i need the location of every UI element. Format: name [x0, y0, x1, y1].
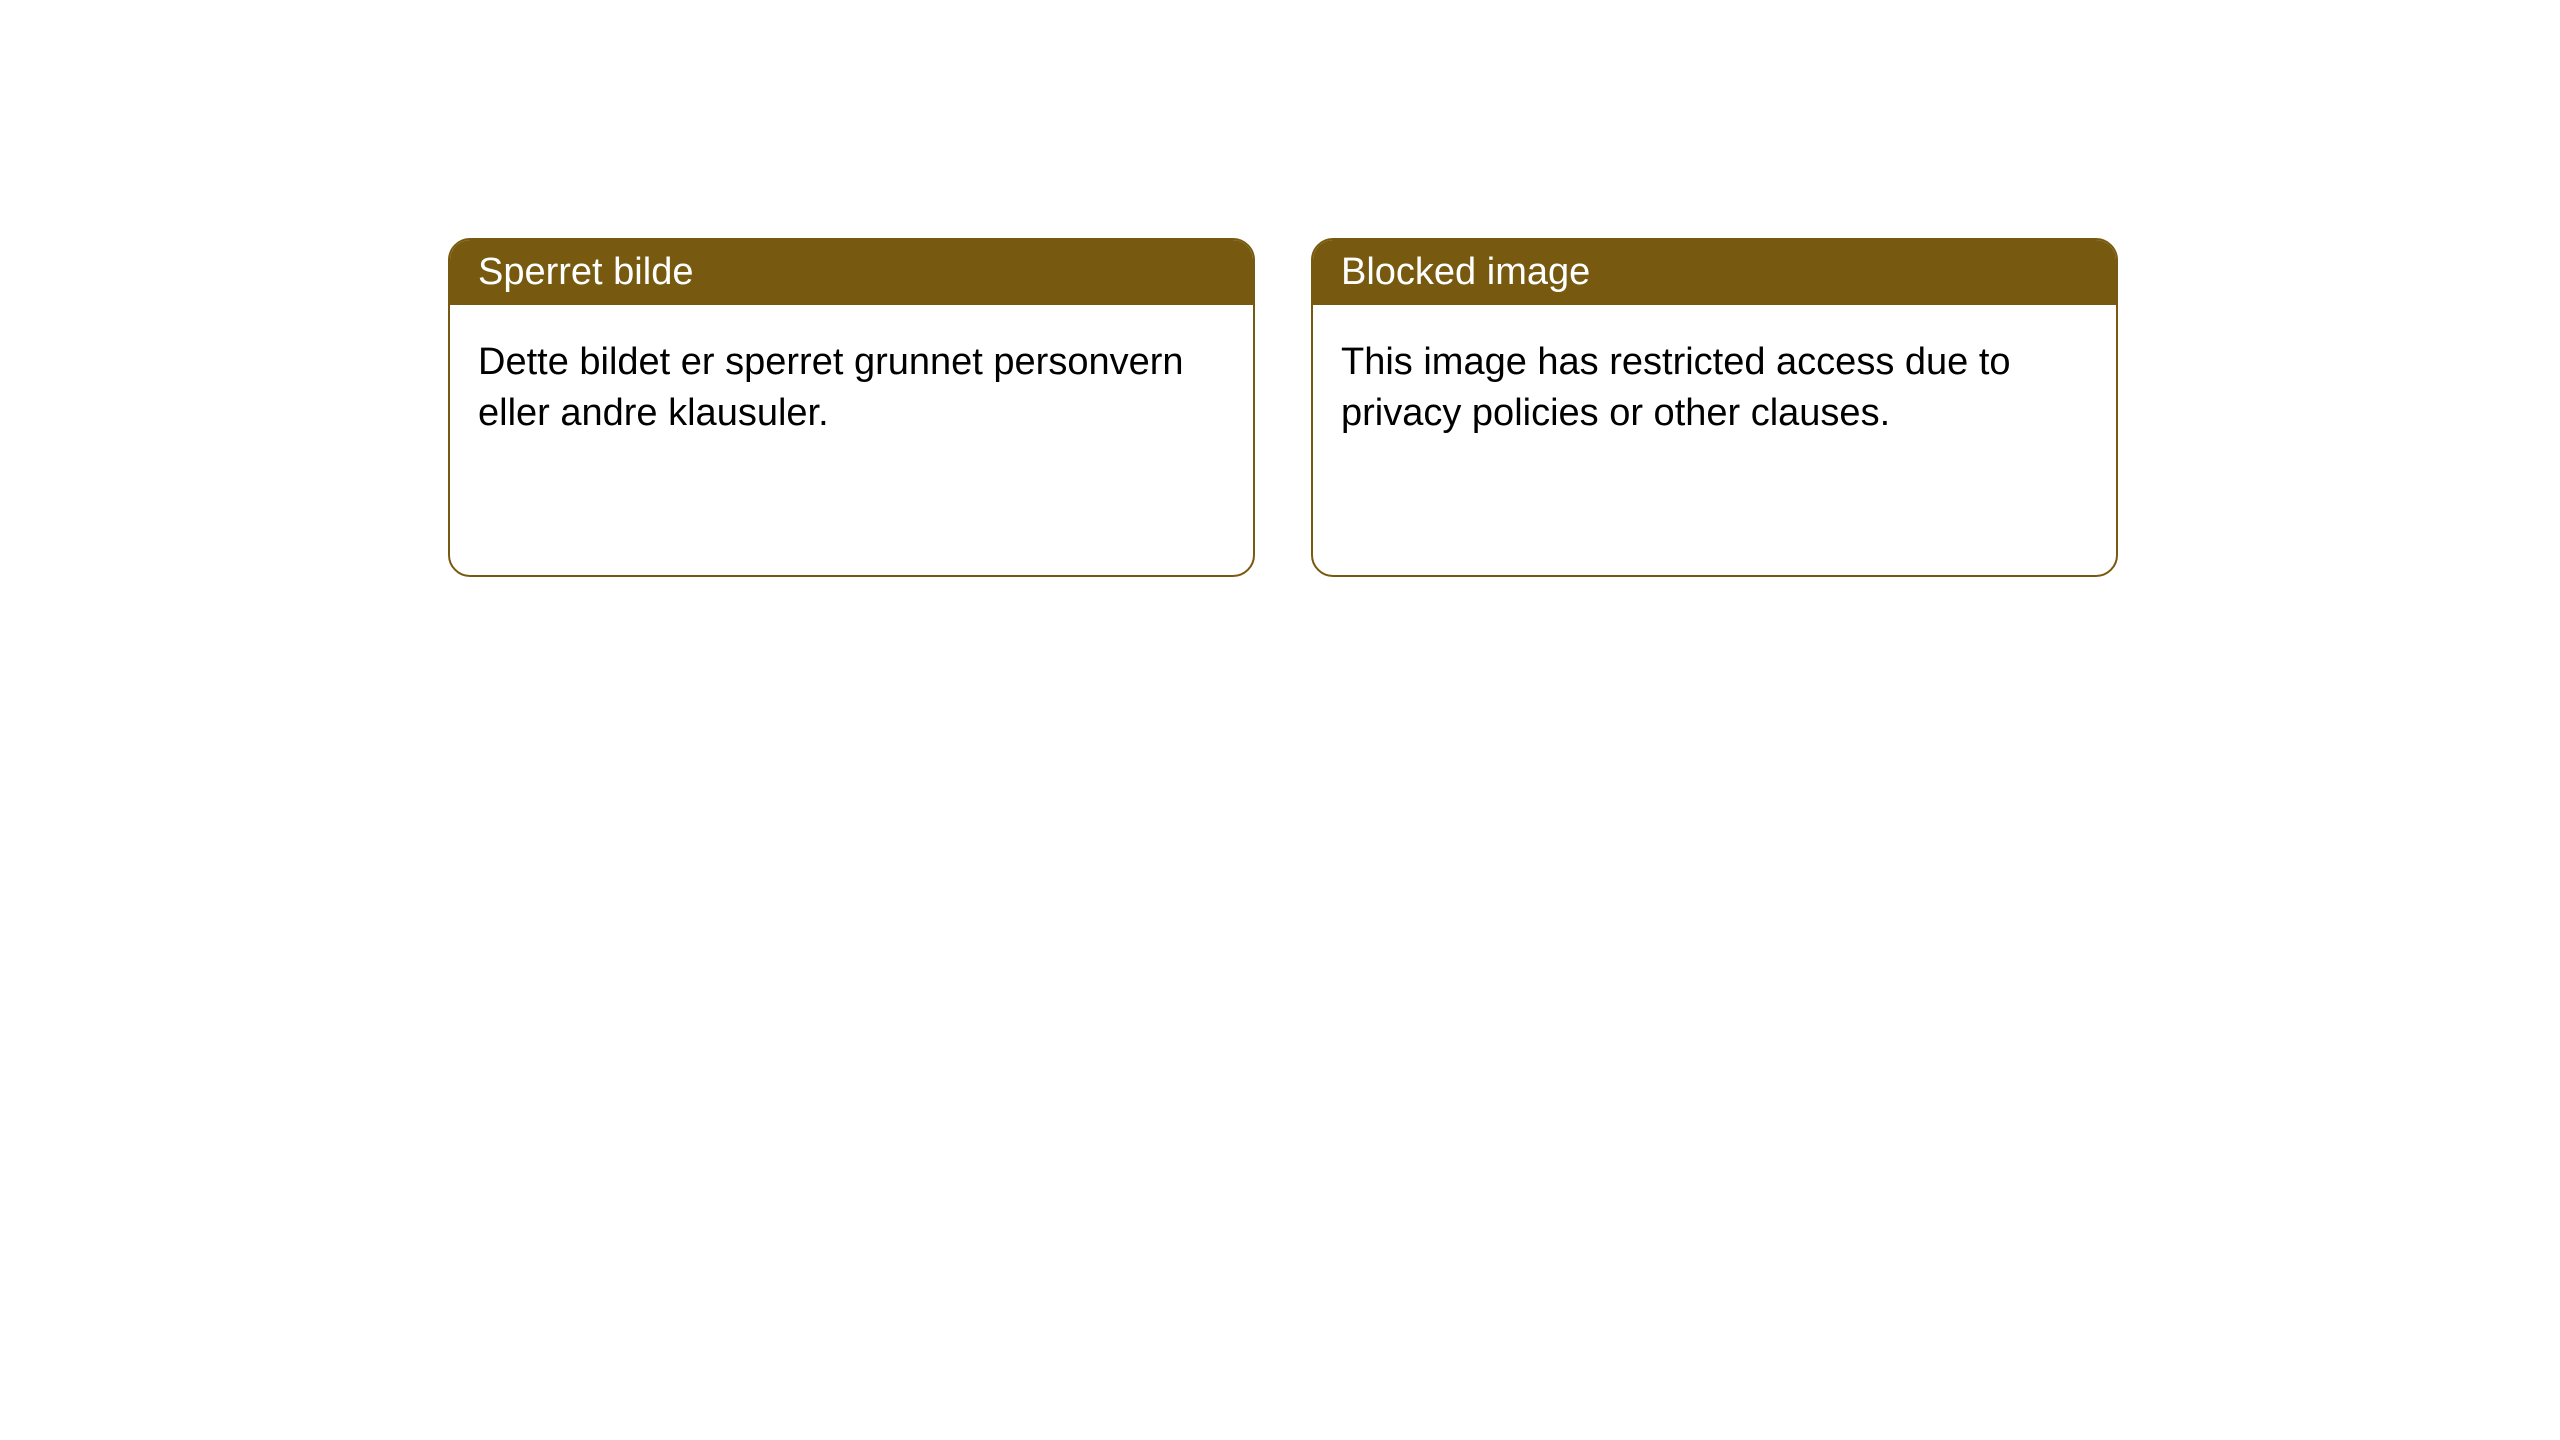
notice-card-english: Blocked image This image has restricted …: [1311, 238, 2118, 577]
notice-body-english: This image has restricted access due to …: [1313, 305, 2116, 472]
notice-container: Sperret bilde Dette bildet er sperret gr…: [0, 0, 2560, 577]
notice-header-norwegian: Sperret bilde: [450, 240, 1253, 305]
notice-card-norwegian: Sperret bilde Dette bildet er sperret gr…: [448, 238, 1255, 577]
notice-body-norwegian: Dette bildet er sperret grunnet personve…: [450, 305, 1253, 472]
notice-header-english: Blocked image: [1313, 240, 2116, 305]
